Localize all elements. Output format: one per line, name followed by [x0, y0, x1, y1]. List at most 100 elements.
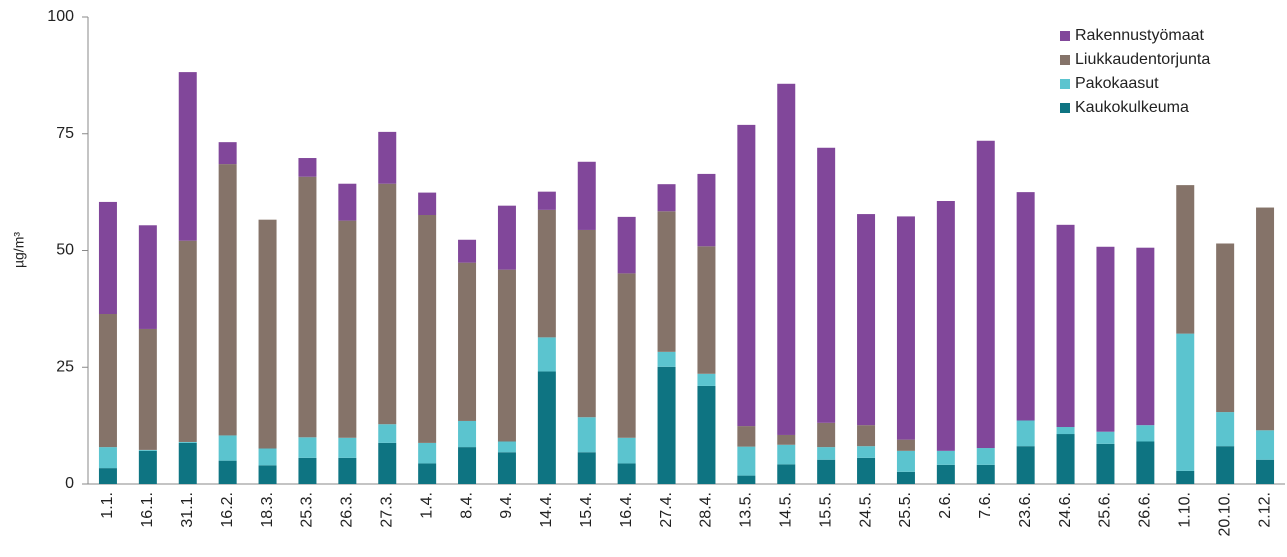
legend-swatch: [1060, 55, 1070, 65]
bar-segment: [737, 426, 756, 447]
bar-segment: [657, 211, 676, 352]
bar-segment: [258, 465, 277, 484]
bar-segment: [258, 219, 277, 449]
bar-segment: [98, 447, 117, 469]
bar-segment: [418, 442, 437, 464]
x-tick-label: 16.4.: [618, 492, 635, 528]
x-tick-label: 31.1.: [179, 492, 196, 528]
bar-segment: [338, 220, 357, 438]
bar-segment: [298, 158, 317, 177]
bar-segment: [1056, 427, 1075, 435]
bar-segment: [817, 422, 836, 448]
bar-segment: [976, 448, 995, 465]
bar-segment: [737, 124, 756, 427]
bar-segment: [657, 351, 676, 367]
bar-segment: [777, 444, 796, 465]
x-tick-label: 28.4.: [698, 492, 715, 528]
bar-segment: [497, 452, 516, 484]
bar-segment: [218, 142, 237, 165]
bar-segment: [1256, 459, 1275, 484]
bar-segment: [218, 164, 237, 436]
x-tick-label: 20.10.: [1216, 492, 1233, 536]
bar-segment: [777, 464, 796, 484]
bar-segment: [857, 214, 876, 426]
bar-segment: [857, 457, 876, 484]
x-tick-label: 27.3.: [378, 492, 395, 528]
bar-segment: [537, 191, 556, 210]
bar-segment: [1216, 412, 1235, 447]
bar-segment: [458, 420, 477, 448]
legend-swatch: [1060, 103, 1070, 113]
bar-segment: [378, 183, 397, 425]
legend-swatch: [1060, 79, 1070, 89]
bar-segment: [537, 209, 556, 338]
bar-segment: [577, 161, 596, 230]
bar-segment: [338, 437, 357, 458]
bar-segment: [1176, 185, 1195, 334]
bar-segment: [338, 457, 357, 484]
bar-segment: [657, 184, 676, 212]
x-tick-label: 24.5.: [857, 492, 874, 528]
y-tick-label: 50: [56, 242, 74, 259]
bar-segment: [497, 441, 516, 453]
bar-segment: [1136, 441, 1155, 484]
bar-segment: [936, 464, 955, 484]
bar-segment: [98, 314, 117, 448]
legend-label: Kaukokulkeuma: [1075, 99, 1189, 116]
x-tick-label: 16.2.: [219, 492, 236, 528]
bar-segment: [1256, 430, 1275, 460]
bar-segment: [1016, 192, 1035, 421]
bar-segment: [338, 183, 357, 221]
bar-segment: [138, 328, 157, 450]
bar-segment: [857, 425, 876, 447]
bar-segment: [378, 442, 397, 484]
bar-segment: [458, 262, 477, 421]
bar-segment: [218, 435, 237, 461]
x-tick-label: 25.3.: [299, 492, 316, 528]
legend-label: Pakokaasut: [1075, 75, 1159, 92]
bar-segment: [657, 366, 676, 484]
bar-segment: [896, 471, 915, 484]
x-tick-label: 2.12.: [1256, 492, 1273, 528]
legend-swatch: [1060, 31, 1070, 41]
bar-segment: [418, 463, 437, 484]
bar-segment: [896, 439, 915, 451]
bar-segment: [976, 140, 995, 449]
x-tick-label: 24.6.: [1057, 492, 1074, 528]
bar-segment: [817, 447, 836, 460]
bar-segment: [1176, 333, 1195, 471]
x-tick-label: 14.4.: [538, 492, 555, 528]
bar-segment: [857, 446, 876, 458]
y-tick-label: 75: [56, 125, 74, 142]
bar-segment: [1136, 247, 1155, 426]
bar-segment: [737, 446, 756, 476]
bar-segment: [1136, 425, 1155, 442]
bar-segment: [138, 449, 157, 451]
bar-segment: [1096, 431, 1115, 444]
bar-segment: [936, 450, 955, 465]
x-tick-label: 7.6.: [977, 492, 994, 519]
bar-segment: [418, 192, 437, 216]
bar-segment: [497, 205, 516, 270]
bar-segment: [617, 216, 636, 274]
x-tick-label: 9.4.: [498, 492, 515, 519]
x-tick-label: 26.3.: [339, 492, 356, 528]
bar-segment: [1216, 243, 1235, 413]
x-tick-label: 1.10.: [1176, 492, 1193, 528]
bar-segment: [577, 452, 596, 484]
bar-segment: [1016, 420, 1035, 447]
bar-segment: [418, 215, 437, 443]
x-tick-label: 16.1.: [139, 492, 156, 528]
x-tick-label: 18.3.: [259, 492, 276, 528]
bar-segment: [1056, 434, 1075, 484]
bar-segment: [697, 373, 716, 386]
bar-segment: [1176, 470, 1195, 484]
bar-segment: [537, 371, 556, 484]
x-tick-label: 15.4.: [578, 492, 595, 528]
bar-segment: [218, 460, 237, 484]
bar-segment: [896, 450, 915, 472]
bar-segment: [817, 147, 836, 423]
x-tick-label: 13.5.: [738, 492, 755, 528]
bar-segment: [1056, 224, 1075, 428]
bar-segment: [1216, 446, 1235, 484]
